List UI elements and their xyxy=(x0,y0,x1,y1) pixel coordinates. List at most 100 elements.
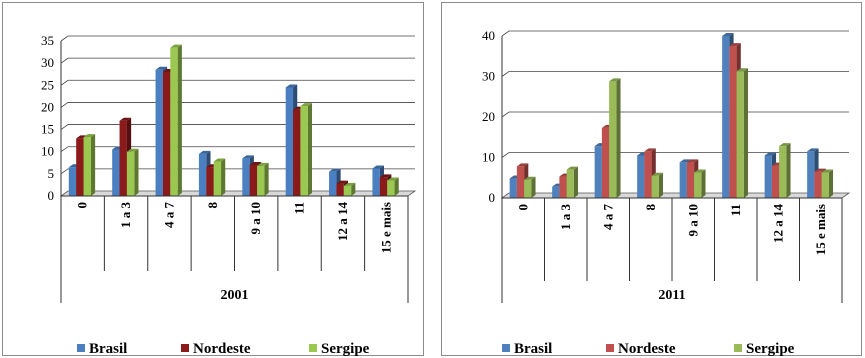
x-tick-label: 9 a 10 xyxy=(685,204,700,237)
y-tick-label: 10 xyxy=(41,144,54,159)
x-axis-label: 2011 xyxy=(658,288,685,303)
bar xyxy=(372,168,380,196)
x-axis-label: 2001 xyxy=(221,288,249,303)
bar xyxy=(722,36,730,198)
y-tick-label: 20 xyxy=(41,99,54,114)
x-tick-label: 9 a 10 xyxy=(248,202,263,235)
bar-side xyxy=(701,169,706,198)
bar-top xyxy=(285,84,298,88)
x-tick-label: 1 a 3 xyxy=(558,204,573,231)
bar-top xyxy=(83,134,96,138)
bar xyxy=(736,71,744,198)
bar xyxy=(336,183,344,196)
bar xyxy=(686,162,695,198)
chart-2011-svg: 0 10 20 30 40 0 1 a 3 4 a 7 8 9 a 10 11 12 a 14 15 e… xyxy=(482,28,851,357)
bar-top xyxy=(736,68,749,72)
bar-top xyxy=(372,165,385,169)
gridline xyxy=(501,30,849,37)
x-tick-label: 15 e mais xyxy=(813,204,828,255)
bar xyxy=(524,179,532,198)
gridline xyxy=(501,152,849,158)
bar xyxy=(206,167,214,196)
bar-top xyxy=(300,103,313,107)
bar xyxy=(694,172,702,198)
bar xyxy=(300,106,308,196)
y-tick-label: 30 xyxy=(41,55,54,70)
bar-side xyxy=(221,158,226,196)
bar xyxy=(68,167,77,196)
bar xyxy=(293,109,301,196)
bar-top xyxy=(249,162,262,165)
bar-side xyxy=(351,182,356,196)
bar xyxy=(771,165,780,198)
bar xyxy=(516,166,525,198)
bar xyxy=(644,151,652,198)
gridline xyxy=(501,111,849,118)
bar-top xyxy=(566,166,579,170)
legend-label: Sergipe xyxy=(321,341,370,357)
bar-side xyxy=(573,166,579,198)
bar-side xyxy=(307,103,313,196)
gridline xyxy=(60,102,415,108)
bar xyxy=(257,165,265,196)
chart-panel-2011: 0 10 20 30 40 0 1 a 3 4 a 7 8 9 a 10 11 12 a 14 15 e… xyxy=(441,2,862,357)
bar xyxy=(198,153,207,196)
bar-top xyxy=(336,180,349,184)
bar-top xyxy=(807,148,819,152)
bar xyxy=(249,165,258,196)
bar xyxy=(609,81,617,198)
bar xyxy=(343,185,352,196)
x-tick-label: 11 xyxy=(728,204,743,216)
y-tick-label: 10 xyxy=(482,150,495,165)
bar xyxy=(814,171,822,198)
bar-top xyxy=(242,155,254,159)
bar xyxy=(387,180,395,196)
x-tick-label: 12 a 14 xyxy=(770,204,785,244)
chart-panel-2001: 0 5 10 15 20 25 30 35 0 1 a 3 4 a 7 8 9 a 10 11 12 a 1… xyxy=(2,2,424,357)
bar xyxy=(112,149,120,196)
bar-top xyxy=(686,159,699,163)
bar-top xyxy=(516,163,529,167)
bar xyxy=(679,162,687,198)
legend-label: Sergipe xyxy=(746,341,795,357)
bar-top xyxy=(644,148,656,152)
bar-top xyxy=(764,152,777,156)
bar xyxy=(779,146,787,198)
y-tick-label: 0 xyxy=(48,188,55,203)
x-tick-label: 12 a 14 xyxy=(335,202,350,242)
bar-top xyxy=(821,169,834,173)
legend-label: Brasil xyxy=(514,341,552,357)
bar-side xyxy=(786,143,791,198)
bar xyxy=(552,186,560,198)
bar-top xyxy=(651,172,664,176)
bar xyxy=(155,69,163,196)
bar-top xyxy=(814,168,826,172)
legend-swatch xyxy=(309,344,317,352)
bar-top xyxy=(343,182,356,186)
bar-side xyxy=(531,176,536,198)
bar xyxy=(83,137,91,196)
chart-2001-svg: 0 5 10 15 20 25 30 35 0 1 a 3 4 a 7 8 9 a 10 11 12 a 1… xyxy=(41,33,417,357)
bar-top xyxy=(729,43,741,47)
legend-swatch xyxy=(77,344,85,352)
bar xyxy=(637,155,645,198)
bar-top xyxy=(779,143,791,147)
legend-swatch xyxy=(606,344,614,352)
bar-side xyxy=(177,44,182,197)
bar-top xyxy=(126,148,139,152)
y-tick-label: 15 xyxy=(41,122,54,137)
bar-side xyxy=(264,162,269,196)
bar xyxy=(764,155,772,198)
bar xyxy=(285,87,294,196)
bar-top xyxy=(213,158,226,162)
bar-top xyxy=(609,78,621,82)
bar xyxy=(821,172,829,198)
bar xyxy=(242,158,250,196)
bar-top xyxy=(155,66,168,70)
y-tick-label: 40 xyxy=(482,28,495,43)
legend-swatch xyxy=(502,344,510,352)
x-tick-label: 11 xyxy=(292,202,307,214)
x-tick-label: 8 xyxy=(643,204,658,211)
y-tick-label: 20 xyxy=(482,109,495,124)
bar-side xyxy=(616,78,621,198)
